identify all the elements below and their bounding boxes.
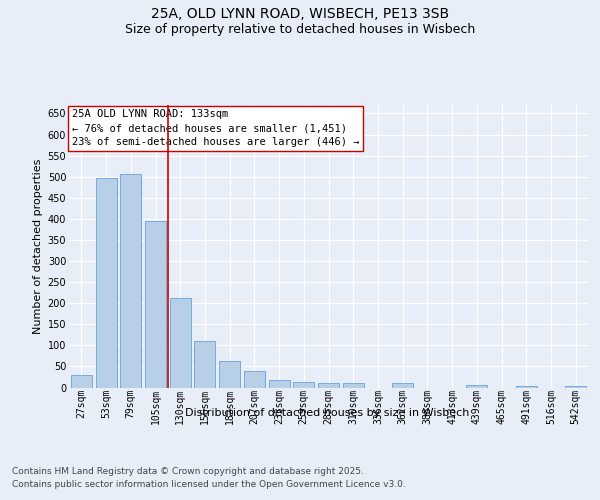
Text: Contains public sector information licensed under the Open Government Licence v3: Contains public sector information licen… (12, 480, 406, 489)
Bar (194, 341, 215, 388)
Text: Size of property relative to detached houses in Wisbech: Size of property relative to detached ho… (125, 22, 475, 36)
Y-axis label: Number of detached properties: Number of detached properties (34, 158, 43, 334)
Bar (244, 372, 265, 388)
Bar (318, 384, 339, 388)
Bar (120, 174, 141, 388)
Bar (565, 386, 586, 388)
Bar (293, 382, 314, 388)
Bar (343, 384, 364, 388)
Bar (145, 221, 166, 388)
Text: 25A OLD LYNN ROAD: 133sqm
← 76% of detached houses are smaller (1,451)
23% of se: 25A OLD LYNN ROAD: 133sqm ← 76% of detac… (71, 109, 359, 147)
Bar (392, 384, 413, 388)
Bar (516, 386, 537, 388)
Bar (95, 178, 116, 388)
Bar (71, 375, 92, 388)
Bar (269, 380, 290, 388)
Text: Distribution of detached houses by size in Wisbech: Distribution of detached houses by size … (185, 408, 469, 418)
Bar (170, 298, 191, 388)
Text: 25A, OLD LYNN ROAD, WISBECH, PE13 3SB: 25A, OLD LYNN ROAD, WISBECH, PE13 3SB (151, 8, 449, 22)
Text: Contains HM Land Registry data © Crown copyright and database right 2025.: Contains HM Land Registry data © Crown c… (12, 467, 364, 476)
Bar (219, 361, 240, 388)
Bar (466, 385, 487, 388)
